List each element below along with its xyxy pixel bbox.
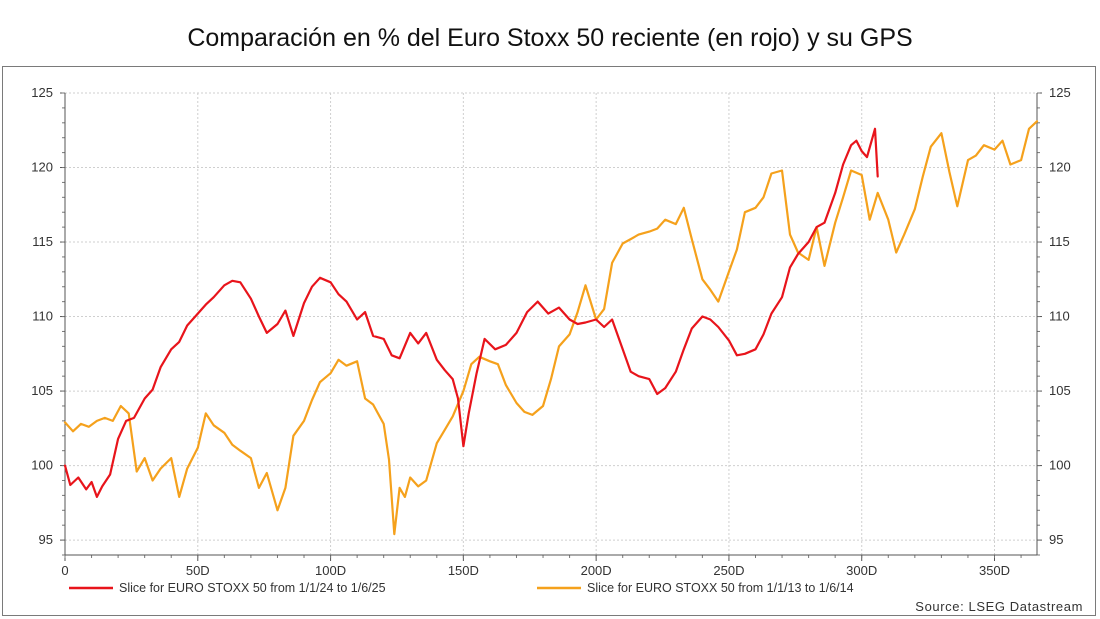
x-tick-label: 350D [979,563,1010,578]
x-tick-label: 250D [713,563,744,578]
source-note: Source: LSEG Datastream [915,599,1083,614]
chart-frame: 95 95 100 100 105 105 110 110 115 115 120 120 125 125… [2,66,1096,616]
series-line-red [63,127,879,498]
x-tick-label: 150D [448,563,479,578]
series-lines [63,120,1039,536]
legend: Slice for EURO STOXX 50 from 1/1/24 to 1… [69,581,854,595]
page-title: Comparación en % del Euro Stoxx 50 recie… [187,24,913,52]
y-tick-label-left: 105 [31,383,53,398]
y-tick-label-left: 110 [32,309,53,324]
axes: 95 95 100 100 105 105 110 110 115 115 120 120 125 125… [31,85,1070,578]
x-tick-label: 300D [846,563,877,578]
y-tick-label-right: 105 [1049,383,1071,398]
y-tick-label-right: 125 [1049,85,1071,100]
line-chart: 95 95 100 100 105 105 110 110 115 115 120 120 125 125… [31,85,1083,614]
y-tick-label-left: 115 [32,234,53,249]
y-tick-label-right: 120 [1049,160,1071,175]
y-tick-label-right: 95 [1049,532,1063,547]
x-tick-label: 0 [61,563,68,578]
y-tick-label-right: 115 [1049,234,1070,249]
legend-label-red: Slice for EURO STOXX 50 from 1/1/24 to 1… [119,581,386,595]
y-tick-label-right: 100 [1049,458,1071,473]
y-tick-label-right: 110 [1049,309,1070,324]
grid [65,92,1037,555]
y-tick-label-left: 120 [31,160,53,175]
y-tick-label-left: 125 [31,85,53,100]
series-line-orange [63,120,1039,536]
legend-label-orange: Slice for EURO STOXX 50 from 1/1/13 to 1… [587,581,854,595]
x-tick-label: 200D [581,563,612,578]
x-tick-label: 50D [186,563,210,578]
y-tick-label-left: 100 [31,458,53,473]
y-tick-label-left: 95 [39,532,53,547]
x-tick-label: 100D [315,563,346,578]
